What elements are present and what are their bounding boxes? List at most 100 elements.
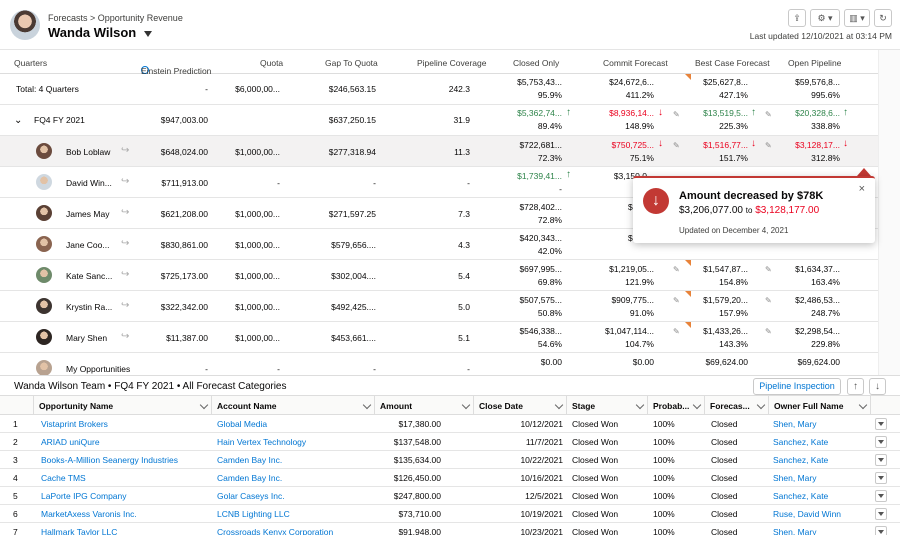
edit-pencil-icon[interactable]: ✎: [673, 141, 680, 150]
table-row[interactable]: 1 Vistaprint Brokers Global Media $17,380.0…: [0, 415, 900, 433]
chevron-down-icon[interactable]: [554, 400, 564, 410]
col-open-pipeline[interactable]: Open Pipeline: [788, 58, 842, 68]
person-name[interactable]: My Opportunities: [66, 364, 131, 374]
edit-pencil-icon[interactable]: ✎: [673, 296, 680, 305]
edit-pencil-icon[interactable]: ✎: [765, 296, 772, 305]
account-link[interactable]: Global Media: [217, 419, 268, 429]
person-open[interactable]: $1,634,37... 163.4%: [795, 263, 840, 289]
col-commit-forecast[interactable]: Commit Forecast: [603, 58, 668, 68]
person-best[interactable]: $1,547,87... 154.8%: [703, 263, 748, 289]
col-pipeline-coverage[interactable]: Pipeline Coverage: [417, 58, 487, 68]
person-name[interactable]: Jane Coo...: [66, 240, 110, 250]
person-row-my-opportunities[interactable]: My Opportunities - - - - $0.00 $0.00 $69,624.00…: [0, 353, 878, 375]
chevron-down-icon[interactable]: [858, 400, 868, 410]
col-probability[interactable]: Probab...: [648, 396, 705, 415]
row-action-menu-button[interactable]: [875, 418, 887, 430]
person-closed[interactable]: $728,402... 72.8%: [519, 201, 562, 227]
sort-down-button[interactable]: ↓: [869, 378, 886, 395]
quarter-row[interactable]: ⌄ FQ4 FY 2021 $947,003.00 $637,250.15 31…: [0, 105, 878, 136]
chevron-down-icon[interactable]: [362, 400, 372, 410]
forecast-owner-selector[interactable]: Wanda Wilson: [48, 25, 153, 40]
person-commit[interactable]: $1,219,05... 121.9%: [609, 263, 654, 289]
person-closed[interactable]: $507,575... 50.8%: [519, 294, 562, 320]
opportunity-link[interactable]: Cache TMS: [41, 473, 86, 483]
person-open[interactable]: $69,624.00: [797, 356, 840, 369]
edit-pencil-icon[interactable]: ✎: [673, 110, 680, 119]
chevron-down-icon[interactable]: [635, 400, 645, 410]
owner-link[interactable]: Shen, Mary: [773, 473, 817, 483]
person-best[interactable]: $1,433,26... 143.3%: [703, 325, 748, 351]
table-row[interactable]: 7 Hallmark Taylor LLC Crossroads Kenyx Cor…: [0, 523, 900, 535]
opportunity-link[interactable]: Vistaprint Brokers: [41, 419, 108, 429]
grid-scrollbar[interactable]: [878, 50, 900, 375]
quarter-commit[interactable]: $8,936,14... 148.9%: [609, 107, 654, 133]
person-row-mary-shen[interactable]: Mary Shen ↪ $11,387.00 $1,000,00... $453,661…: [0, 322, 878, 353]
account-link[interactable]: LCNB Lighting LLC: [217, 509, 290, 519]
total-commit[interactable]: $24,672,6... 411.2%: [609, 76, 654, 102]
share-arrow-icon[interactable]: ↪: [121, 207, 130, 218]
person-commit[interactable]: $909,775... 91.0%: [611, 294, 654, 320]
row-action-menu-button[interactable]: [875, 490, 887, 502]
person-best[interactable]: $69,624.00: [705, 356, 748, 369]
edit-pencil-icon[interactable]: ✎: [765, 110, 772, 119]
breadcrumb[interactable]: Forecasts > Opportunity Revenue: [48, 13, 183, 23]
person-open[interactable]: $3,128,17... 312.8%: [795, 139, 840, 165]
person-closed[interactable]: $546,338... 54.6%: [519, 325, 562, 351]
owner-link[interactable]: Ruse, David Winn: [773, 509, 842, 519]
col-owner-full-name[interactable]: Owner Full Name: [769, 396, 871, 415]
total-open[interactable]: $59,576,8... 995.6%: [795, 76, 840, 102]
opportunity-link[interactable]: MarketAxess Varonis Inc.: [41, 509, 137, 519]
person-row-kate-sanchez[interactable]: Kate Sanc... ↪ $725,173.00 $1,000,00... $302…: [0, 260, 878, 291]
col-opportunity-name[interactable]: Opportunity Name: [34, 396, 212, 415]
col-stage[interactable]: Stage: [567, 396, 648, 415]
table-row[interactable]: 3 Books-A-Million Seanergy Industries Camd…: [0, 451, 900, 469]
refresh-button[interactable]: ↻: [874, 9, 892, 27]
person-closed[interactable]: $722,681... 72.3%: [519, 139, 562, 165]
person-closed[interactable]: $0.00: [541, 356, 562, 369]
row-action-menu-button[interactable]: [875, 436, 887, 448]
account-link[interactable]: Golar Caseys Inc.: [217, 491, 285, 501]
edit-pencil-icon[interactable]: ✎: [765, 327, 772, 336]
collapse-chevron-icon[interactable]: ⌄: [14, 115, 23, 126]
person-row-krystin-ra[interactable]: Krystin Ra... ↪ $322,342.00 $1,000,00... $49…: [0, 291, 878, 322]
col-forecast-category[interactable]: Forecas...: [705, 396, 769, 415]
person-row-bob-loblaw[interactable]: Bob Loblaw ↪ $648,024.00 $1,000,00... $277,3…: [0, 136, 878, 167]
person-name[interactable]: Mary Shen: [66, 333, 108, 343]
chevron-down-icon[interactable]: [692, 400, 702, 410]
total-best[interactable]: $25,627,8... 427.1%: [703, 76, 748, 102]
share-arrow-icon[interactable]: ↪: [121, 176, 130, 187]
account-link[interactable]: Camden Bay Inc.: [217, 473, 283, 483]
share-arrow-icon[interactable]: ↪: [121, 145, 130, 156]
person-open[interactable]: $2,486,53... 248.7%: [795, 294, 840, 320]
edit-pencil-icon[interactable]: ✎: [765, 265, 772, 274]
quarter-best[interactable]: $13,519,5... 225.3%: [703, 107, 748, 133]
opportunity-link[interactable]: ARIAD uniQure: [41, 437, 100, 447]
share-arrow-icon[interactable]: ↪: [121, 331, 130, 342]
row-action-menu-button[interactable]: [875, 472, 887, 484]
person-name[interactable]: Krystin Ra...: [66, 302, 113, 312]
owner-link[interactable]: Sanchez, Kate: [773, 437, 829, 447]
total-closed[interactable]: $5,753,43... 95.9%: [517, 76, 562, 102]
person-name[interactable]: Kate Sanc...: [66, 271, 113, 281]
display-menu-button[interactable]: ▥ ▾: [844, 9, 870, 27]
owner-link[interactable]: Sanchez, Kate: [773, 491, 829, 501]
share-button[interactable]: ⇪: [788, 9, 806, 27]
sort-up-button[interactable]: ↑: [847, 378, 864, 395]
share-arrow-icon[interactable]: ↪: [121, 269, 130, 280]
person-name[interactable]: David Win...: [66, 178, 112, 188]
col-close-date[interactable]: Close Date: [474, 396, 567, 415]
account-link[interactable]: Hain Vertex Technology: [217, 437, 307, 447]
account-link[interactable]: Camden Bay Inc.: [217, 455, 283, 465]
owner-link[interactable]: Sanchez, Kate: [773, 455, 829, 465]
row-action-menu-button[interactable]: [875, 454, 887, 466]
opportunity-link[interactable]: Hallmark Taylor LLC: [41, 527, 118, 535]
account-link[interactable]: Crossroads Kenyx Corporation: [217, 527, 334, 535]
edit-pencil-icon[interactable]: ✎: [673, 327, 680, 336]
quarter-closed[interactable]: $5,362,74... 89.4%: [517, 107, 562, 133]
person-open[interactable]: $2,298,54... 229.8%: [795, 325, 840, 351]
table-row[interactable]: 2 ARIAD uniQure Hain Vertex Technology $137…: [0, 433, 900, 451]
row-action-menu-button[interactable]: [875, 508, 887, 520]
col-quota[interactable]: Quota: [260, 58, 284, 68]
owner-link[interactable]: Shen, Mary: [773, 527, 817, 535]
col-quarters[interactable]: Quarters: [14, 58, 48, 68]
